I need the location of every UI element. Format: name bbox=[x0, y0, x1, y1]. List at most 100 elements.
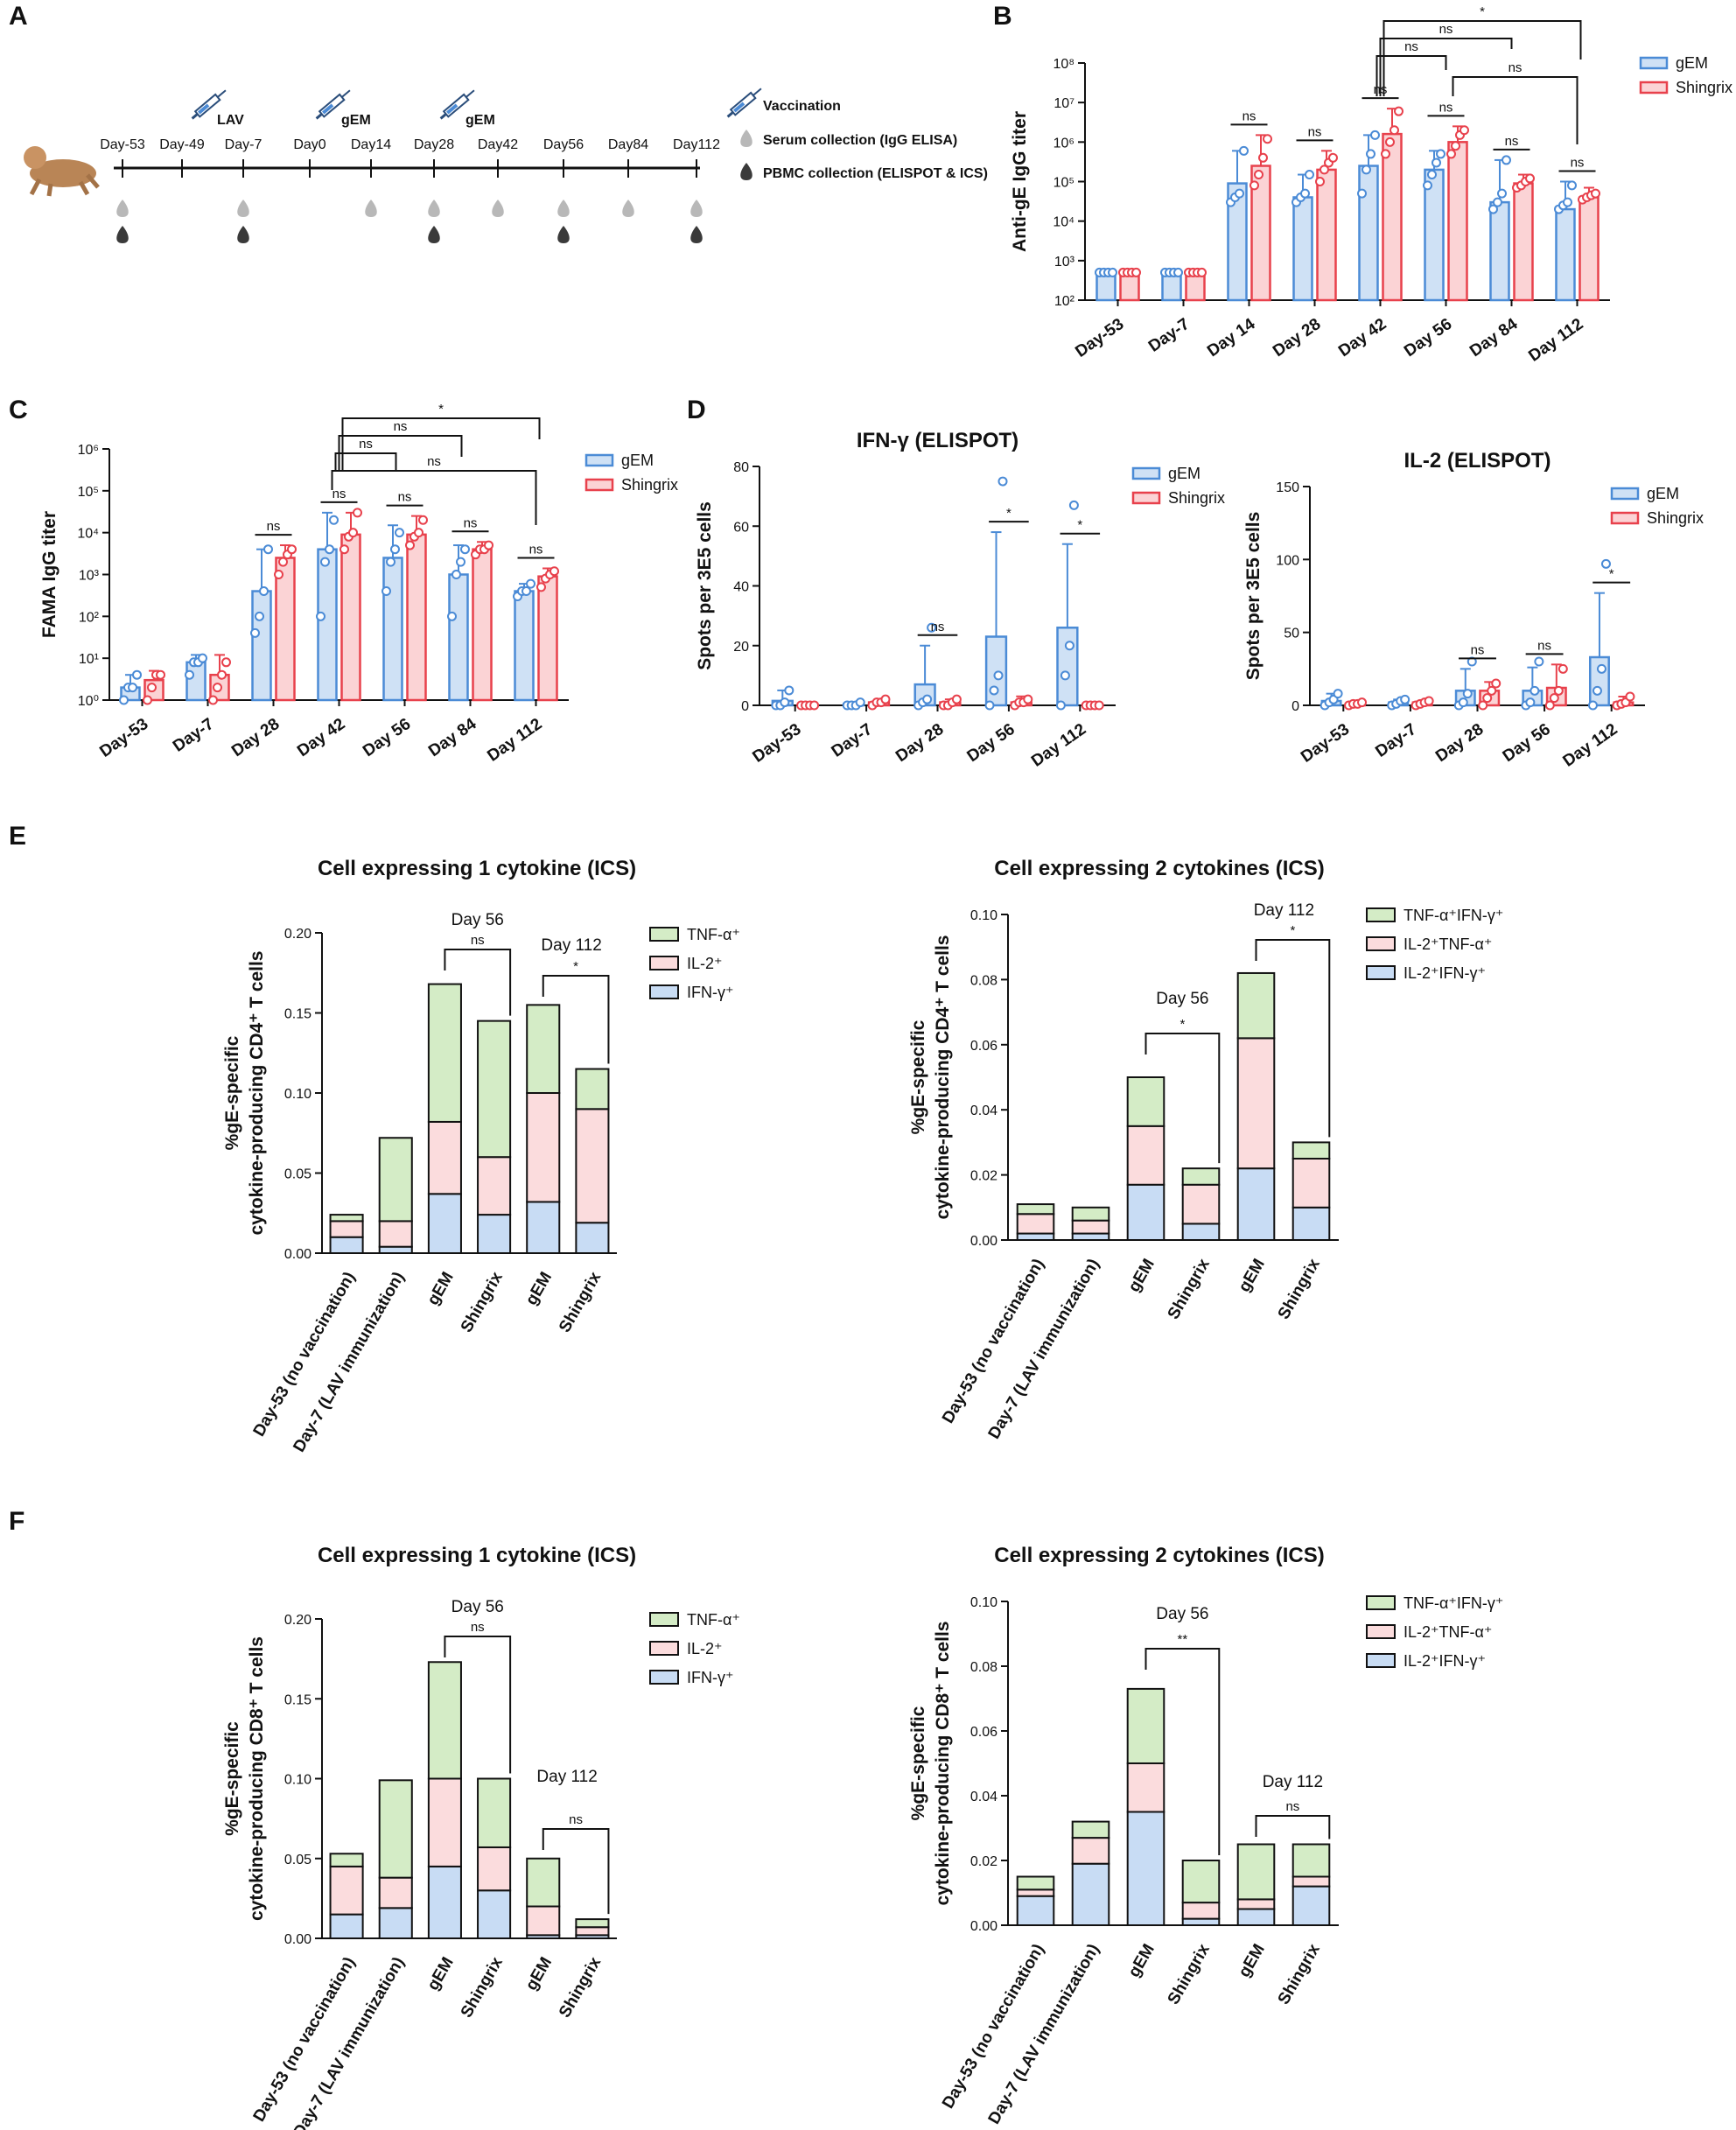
data-point-gem bbox=[1068, 500, 1079, 510]
stacked-segment bbox=[575, 1222, 610, 1254]
data-point-gem bbox=[927, 622, 937, 633]
syringe-icon bbox=[439, 89, 475, 120]
pair-sig-label: ns bbox=[931, 620, 945, 634]
syringe-icon bbox=[191, 89, 227, 120]
stacked-segment bbox=[329, 1220, 364, 1238]
timeline-day-label: Day-7 bbox=[225, 137, 262, 152]
y-axis-label-f1: %gE-specific bbox=[222, 1721, 242, 1836]
data-point-gem bbox=[1596, 663, 1606, 674]
sig-bracket-b-label: ns bbox=[1439, 22, 1453, 37]
bar-gem bbox=[1555, 207, 1576, 302]
data-point-shingrix bbox=[353, 508, 362, 518]
y-tick-label: 150 bbox=[1276, 480, 1299, 495]
serum-drop-icon bbox=[428, 200, 440, 217]
data-point-gem bbox=[1064, 641, 1074, 651]
y-tick-label: 0.15 bbox=[284, 1692, 312, 1707]
x-tick-label-b: Day 84 bbox=[1466, 315, 1522, 361]
data-point-gem bbox=[1333, 689, 1343, 699]
chart-title-d2: IL-2 (ELISPOT) bbox=[1404, 449, 1551, 473]
syringe-icon bbox=[315, 89, 351, 120]
stacked-segment bbox=[378, 1907, 413, 1939]
bar-gem bbox=[1589, 655, 1610, 707]
x-tick-label-e1: gEM bbox=[424, 1269, 458, 1308]
y-tick-label: 10⁴ bbox=[77, 527, 99, 542]
x-tick-label-c: Day-53 bbox=[96, 715, 151, 761]
data-point-shingrix bbox=[156, 669, 165, 680]
y-tick-label: 100 bbox=[1276, 553, 1299, 568]
data-point-shingrix bbox=[1394, 106, 1404, 116]
sig-bracket-b-label: ns bbox=[1508, 60, 1522, 75]
panel-letter-b: B bbox=[993, 2, 1012, 31]
y-axis-label-c: FAMA IgG titer bbox=[39, 511, 60, 638]
legend-swatch bbox=[649, 956, 679, 970]
data-point-shingrix bbox=[550, 566, 559, 577]
panel-letter-a: A bbox=[9, 2, 28, 31]
data-point-shingrix bbox=[1390, 125, 1399, 136]
y-tick-label: 0.05 bbox=[284, 1167, 312, 1182]
data-point-gem bbox=[447, 611, 457, 621]
bar-shingrix bbox=[537, 575, 558, 702]
chart-title-f1: Cell expressing 1 cytokine (ICS) bbox=[318, 1544, 636, 1567]
data-point-shingrix bbox=[951, 694, 962, 704]
legend-swatch bbox=[1366, 936, 1396, 951]
chart-title-f2: Cell expressing 2 cytokines (ICS) bbox=[994, 1544, 1324, 1567]
data-point-gem bbox=[1060, 670, 1070, 681]
stacked-segment bbox=[1126, 1125, 1166, 1186]
x-tick-label-e2: Day-53 (no vaccination) bbox=[939, 1256, 1048, 1426]
monkey-legs bbox=[29, 173, 100, 197]
data-point-shingrix bbox=[1385, 137, 1395, 147]
data-point-shingrix bbox=[1328, 152, 1338, 163]
comparison-sig-e2: * bbox=[1180, 1017, 1185, 1032]
stacked-segment bbox=[1126, 1183, 1166, 1242]
y-tick-label: 0.00 bbox=[284, 1247, 312, 1262]
bar-shingrix bbox=[1447, 141, 1468, 302]
x-tick-label-d2: Day-53 bbox=[1298, 720, 1353, 767]
stacked-segment bbox=[1292, 1843, 1331, 1878]
serum-drop-icon bbox=[492, 200, 504, 217]
stacked-segment bbox=[1016, 1232, 1055, 1242]
data-point-shingrix bbox=[1591, 188, 1600, 199]
data-point-gem bbox=[993, 670, 1004, 681]
sig-bracket-b-label: ns bbox=[1404, 39, 1418, 54]
y-axis-label-d1: Spots per 3E5 cells bbox=[695, 501, 715, 670]
data-point-shingrix bbox=[1487, 685, 1497, 696]
y-tick-label: 80 bbox=[733, 460, 749, 475]
data-point-gem bbox=[386, 557, 396, 567]
pair-sig-label: * bbox=[1609, 567, 1614, 582]
comparison-day-e2: Day 112 bbox=[1254, 901, 1314, 920]
x-tick-label-c: Day 56 bbox=[360, 715, 414, 760]
data-point-shingrix bbox=[1544, 700, 1555, 711]
pair-sig-label: ns bbox=[1242, 109, 1256, 123]
comparison-sig-f1: ns bbox=[471, 1620, 485, 1635]
y-tick-label: 0.04 bbox=[970, 1790, 998, 1804]
stacked-segment bbox=[477, 1019, 512, 1159]
pair-sig-label: ns bbox=[1571, 156, 1585, 171]
comparison-day-e1: Day 112 bbox=[541, 936, 601, 955]
stacked-segment bbox=[1292, 1158, 1331, 1209]
legend-swatch-gem bbox=[584, 453, 614, 467]
stacked-segment bbox=[575, 1926, 610, 1937]
syringe-plunger bbox=[315, 113, 323, 120]
data-point-gem bbox=[255, 611, 264, 621]
x-tick-label-d2: Day-7 bbox=[1372, 720, 1419, 761]
legend-label-f1: TNF-α⁺ bbox=[687, 1611, 740, 1629]
stacked-segment bbox=[378, 1137, 413, 1223]
x-tick-label-b: Day 28 bbox=[1270, 315, 1324, 361]
data-point-gem bbox=[1108, 267, 1117, 277]
stacked-segment bbox=[477, 1777, 512, 1848]
legend-label-e2: TNF-α⁺IFN-γ⁺ bbox=[1404, 907, 1503, 924]
x-tick-label-f2: Day-7 (LAV immunization) bbox=[985, 1941, 1103, 2127]
data-point-shingrix bbox=[1131, 267, 1141, 277]
comparison-day-f2: Day 56 bbox=[1156, 1605, 1208, 1623]
data-point-gem bbox=[185, 669, 194, 680]
stacked-segment bbox=[1292, 1875, 1331, 1888]
legend-label-gem: gEM bbox=[621, 452, 654, 469]
x-tick-label-f2: Shingrix bbox=[1165, 1941, 1214, 2008]
data-point-gem bbox=[320, 557, 330, 567]
x-tick-label-c: Day 112 bbox=[484, 715, 545, 766]
legend-swatch bbox=[649, 1670, 679, 1685]
y-axis-label-e2: %gE-specific bbox=[908, 1019, 928, 1134]
y-tick-label: 0 bbox=[1292, 699, 1299, 714]
bar-gem bbox=[382, 557, 403, 702]
bar-shingrix bbox=[1316, 168, 1337, 302]
